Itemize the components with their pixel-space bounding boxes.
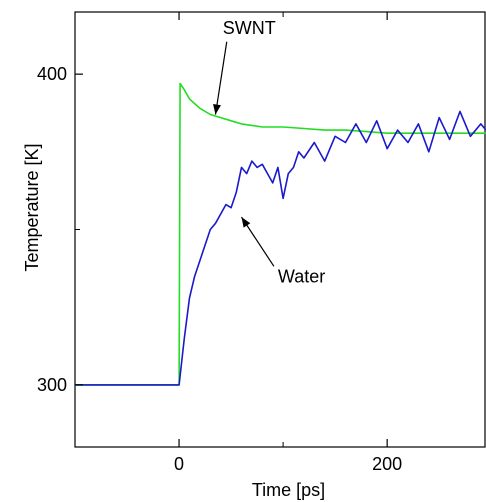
annotation-arrow-swnt	[214, 41, 228, 115]
series-line-water	[75, 110, 486, 386]
plot-area: SWNT Water 0 200 300 400	[37, 11, 486, 474]
annotation-water: Water	[278, 266, 325, 286]
y-tick-label: 300	[37, 375, 67, 395]
annotation-swnt: SWNT	[223, 18, 276, 38]
x-axis-label: Time [ps]	[252, 480, 325, 500]
plot-frame	[74, 11, 486, 448]
x-tick-label: 0	[174, 454, 184, 474]
arrowhead-swnt	[213, 104, 221, 115]
series-line-swnt	[75, 82, 486, 386]
series-layer	[75, 82, 486, 386]
annotation-layer: SWNT Water	[213, 18, 325, 286]
x-tick-label: 200	[372, 454, 402, 474]
y-ticks: 300 400	[37, 64, 83, 395]
arrowhead-water	[241, 217, 251, 228]
y-axis-label: Temperature [K]	[22, 143, 42, 271]
x-ticks: 0 200	[174, 12, 402, 474]
y-tick-label: 400	[37, 64, 67, 84]
